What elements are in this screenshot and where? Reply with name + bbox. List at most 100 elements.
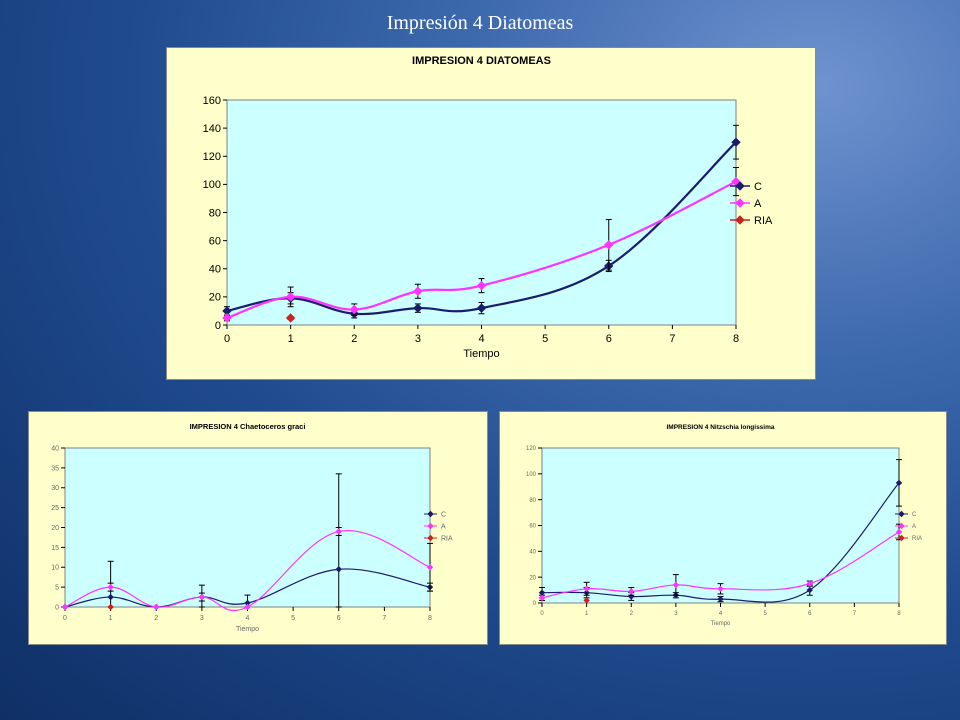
y-tick-label: 0 xyxy=(55,604,59,611)
data-point-c xyxy=(335,566,342,573)
data-point-a xyxy=(413,286,423,296)
data-point-a xyxy=(426,564,434,571)
data-point-a xyxy=(672,581,680,589)
y-tick-label: 100 xyxy=(203,179,221,191)
x-tick-label: 3 xyxy=(200,615,204,622)
data-point-a xyxy=(717,585,724,592)
x-tick-label: 4 xyxy=(478,333,484,345)
x-tick-label: 8 xyxy=(428,615,432,622)
plot-area xyxy=(64,447,431,608)
legend-label: C xyxy=(912,512,917,518)
y-tick-label: 60 xyxy=(209,235,221,247)
x-tick-label: 6 xyxy=(808,611,812,617)
legend-marker xyxy=(735,215,745,225)
y-tick-label: 10 xyxy=(51,565,59,572)
chart-panel-nitzschia: IMPRESION 4 Nitzschia longissima 0 20 40 60 8… xyxy=(499,411,947,645)
data-point-a xyxy=(285,292,296,302)
y-tick-label: 120 xyxy=(526,446,537,452)
x-tick-label: 2 xyxy=(630,611,634,617)
x-tick-label: 1 xyxy=(288,333,294,345)
y-tick-label: 60 xyxy=(529,524,536,530)
legend-label: C xyxy=(754,181,762,193)
y-tick-label: 5 xyxy=(55,585,59,592)
x-tick-label: 7 xyxy=(382,615,386,622)
legend-marker xyxy=(427,534,434,542)
data-point-a xyxy=(806,580,813,587)
x-tick-label: 4 xyxy=(719,611,723,617)
data-point-a xyxy=(476,280,487,291)
data-point-a xyxy=(628,588,635,595)
data-point-c xyxy=(895,479,903,487)
data-point-a xyxy=(895,528,903,536)
data-point-a xyxy=(107,583,114,591)
data-point-a xyxy=(61,603,69,611)
x-axis-label: Tiempo xyxy=(463,348,499,360)
x-tick-label: 2 xyxy=(351,333,357,345)
data-point-a xyxy=(583,585,590,592)
legend-label: RIA xyxy=(754,215,773,227)
x-tick-label: 8 xyxy=(733,333,739,345)
x-tick-label: 7 xyxy=(853,611,857,617)
legend-label: A xyxy=(754,198,762,210)
chart-chaetoceros: IMPRESION 4 Chaetoceros graci05101520253… xyxy=(51,422,453,633)
plot-area xyxy=(541,447,900,604)
chart-nitzschia: IMPRESION 4 Nitzschia longissima02040608… xyxy=(526,424,922,627)
chart-title: IMPRESION 4 Nitzschia longissima xyxy=(667,424,775,431)
x-tick-label: 5 xyxy=(542,333,548,345)
y-tick-label: 25 xyxy=(51,505,59,512)
data-point-a xyxy=(198,593,206,601)
y-tick-label: 140 xyxy=(203,123,221,135)
data-point-c xyxy=(476,303,487,313)
y-tick-label: 100 xyxy=(526,472,537,478)
x-tick-label: 2 xyxy=(154,615,158,622)
y-tick-label: 40 xyxy=(209,264,221,276)
y-tick-label: 0 xyxy=(533,601,537,607)
legend-label: RIA xyxy=(912,536,922,542)
data-point-c xyxy=(107,593,114,601)
data-point-ria xyxy=(107,603,114,611)
x-tick-label: 6 xyxy=(337,615,341,622)
legend-label: RIA xyxy=(441,535,453,542)
y-tick-label: 40 xyxy=(529,549,536,555)
legend-marker xyxy=(427,522,434,530)
chart-panel-chaetoceros: IMPRESION 4 Chaetoceros graci 0 5 10 15 20 25 3… xyxy=(28,411,488,645)
y-tick-label: 30 xyxy=(51,485,59,492)
legend-marker xyxy=(898,534,905,542)
x-axis-label: Tiempo xyxy=(711,621,731,627)
legend-label: C xyxy=(441,511,446,518)
y-tick-label: 0 xyxy=(215,320,221,332)
y-tick-label: 40 xyxy=(51,445,59,452)
data-point-c xyxy=(413,303,423,313)
data-point-ria xyxy=(285,313,296,323)
data-point-c xyxy=(806,586,813,594)
data-point-a xyxy=(244,603,251,611)
y-tick-label: 35 xyxy=(51,465,59,472)
y-tick-label: 80 xyxy=(529,498,536,504)
chart-title: IMPRESION 4 DIATOMEAS xyxy=(412,55,551,67)
chart-panel-diatomeas: IMPRESION 4 DIATOMEAS 0 20 40 60 80 100 120 140 1… xyxy=(166,47,816,380)
data-point-a xyxy=(538,594,546,602)
y-tick-label: 160 xyxy=(203,95,221,107)
x-tick-label: 8 xyxy=(897,611,901,617)
y-tick-label: 20 xyxy=(51,525,59,532)
x-tick-label: 0 xyxy=(224,333,230,345)
data-point-c xyxy=(731,137,741,147)
x-tick-label: 4 xyxy=(246,615,250,622)
x-tick-label: 0 xyxy=(540,611,544,617)
legend-marker xyxy=(427,510,434,518)
x-tick-label: 1 xyxy=(109,615,113,622)
data-point-a xyxy=(349,304,359,315)
data-point-ria xyxy=(583,597,590,604)
x-tick-label: 5 xyxy=(763,611,767,617)
data-point-a xyxy=(222,313,232,323)
x-tick-label: 3 xyxy=(674,611,678,617)
y-tick-label: 80 xyxy=(209,207,221,219)
x-tick-label: 1 xyxy=(585,611,589,617)
legend-label: A xyxy=(912,524,916,530)
legend-marker xyxy=(735,181,745,191)
legend-marker xyxy=(898,510,905,518)
y-tick-label: 120 xyxy=(203,151,221,163)
data-point-a xyxy=(153,603,160,611)
data-point-c xyxy=(717,595,724,603)
y-tick-label: 20 xyxy=(209,292,221,304)
